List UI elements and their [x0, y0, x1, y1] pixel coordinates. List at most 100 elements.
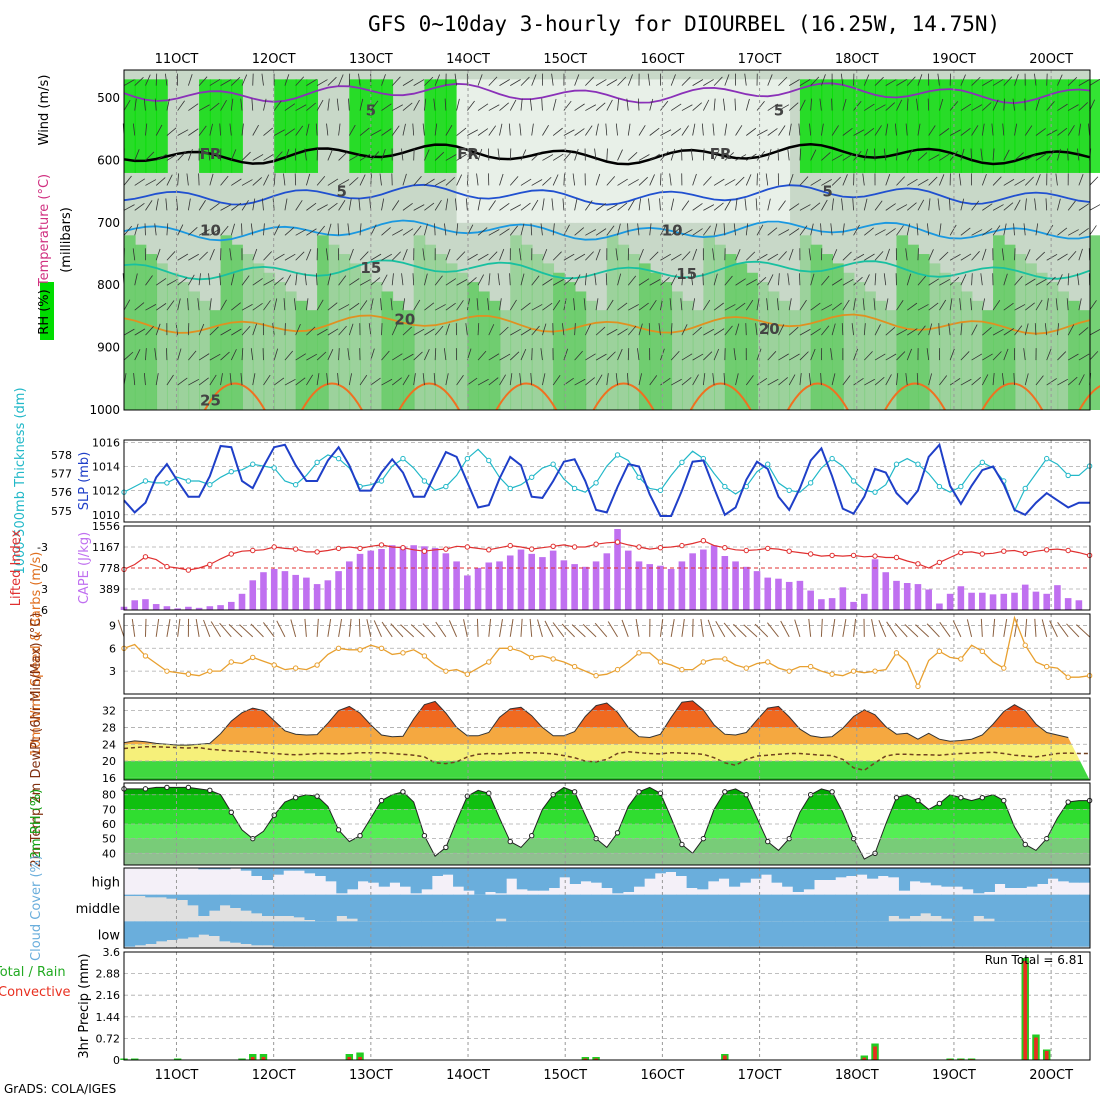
- wind-barb: [842, 251, 852, 261]
- wind-barb: [284, 198, 288, 211]
- cloud-cell: [1026, 868, 1038, 887]
- cloud-frame: [123, 867, 1091, 949]
- wind-barb: [937, 198, 940, 211]
- cloud-cell: [198, 894, 210, 916]
- wind-barb: [241, 223, 243, 236]
- thickness-line-marker: [164, 480, 170, 486]
- precip-tick-label: 0.72: [96, 1032, 121, 1045]
- wind-barb: [949, 276, 960, 286]
- rh-moist-lower: [263, 272, 276, 410]
- wind-barb: [1078, 298, 1082, 311]
- isotherm-line: [123, 82, 1090, 105]
- wind-barb: [735, 373, 739, 386]
- wind-barb: [392, 353, 403, 361]
- cape-bar: [614, 529, 621, 610]
- wind-barb: [434, 123, 438, 136]
- wind-barb: [381, 128, 392, 136]
- wind-barb: [413, 373, 416, 386]
- wind-barb: [788, 326, 799, 336]
- wind-barb: [595, 353, 607, 361]
- rh-dry-patch: [478, 79, 490, 223]
- wind-barb: [971, 251, 980, 261]
- wind-barb: [1035, 128, 1046, 136]
- lifted-index-line-marker: [614, 539, 621, 545]
- wind-barb: [348, 198, 352, 211]
- wind-barb: [851, 323, 854, 336]
- wind-barb: [821, 152, 831, 161]
- wind-barb: [980, 148, 983, 161]
- wind-barb: [853, 150, 862, 161]
- wind-barb: [1089, 204, 1100, 211]
- rh-moist-lower: [381, 291, 394, 410]
- wind-barb: [445, 154, 457, 161]
- cape-bar: [646, 564, 654, 610]
- wind-barb: [1035, 153, 1047, 161]
- wind-barb: [745, 323, 747, 336]
- cloud-cell: [1015, 921, 1027, 947]
- cloud-cell: [378, 921, 390, 947]
- wind-barb: [992, 176, 1002, 186]
- wind-barb: [219, 123, 221, 136]
- wind-barb: [476, 298, 479, 311]
- wind-barb: [670, 350, 680, 361]
- lifted-axis-label: Lifted Index: [9, 529, 24, 606]
- wind-barb: [928, 176, 938, 186]
- rh-moist-lower: [445, 263, 458, 410]
- wind10-barb: [463, 619, 468, 637]
- wind-barb: [724, 152, 734, 161]
- wind-barb: [958, 173, 962, 186]
- wind-barb: [1046, 101, 1055, 111]
- cloud-cell: [697, 868, 709, 890]
- wind10-speed-line-marker: [400, 650, 406, 656]
- wind-barb: [177, 298, 181, 311]
- wind-barb: [456, 127, 467, 136]
- isotherm-25-bump: [592, 382, 655, 411]
- rh-moist-lower: [638, 263, 651, 410]
- wind-barb: [424, 302, 435, 311]
- rh-line-marker: [400, 789, 406, 795]
- wind-barb: [948, 323, 951, 336]
- wind10-barb: [520, 618, 523, 637]
- wind-barb: [231, 202, 242, 211]
- cloud-cell: [750, 868, 762, 879]
- isotherm-25-bump: [398, 382, 461, 411]
- lifted-index-line-marker: [357, 545, 363, 552]
- wind-barb: [154, 348, 157, 361]
- lifted-index-line-marker: [529, 546, 535, 552]
- cloud-cell: [538, 868, 550, 891]
- lifted-index-line: [123, 540, 1090, 571]
- thickness-line-marker: [614, 452, 621, 458]
- cloud-cell: [1047, 921, 1059, 947]
- wind-barb: [497, 273, 500, 286]
- cape-bar: [1075, 600, 1083, 610]
- lifted-index-line-marker: [743, 547, 749, 554]
- wind10-barb: [410, 624, 425, 638]
- cloud-cell: [516, 894, 528, 922]
- wind-barb: [1057, 74, 1063, 86]
- wind-barb: [198, 104, 210, 111]
- lifted-index-line-marker: [421, 548, 428, 554]
- wind-barb: [284, 227, 295, 236]
- wind-barb: [585, 377, 595, 386]
- wind-barb: [831, 154, 843, 161]
- thickness-tick-label: 575: [51, 505, 72, 518]
- cloud-cell: [283, 921, 295, 947]
- wind-barb: [467, 100, 475, 111]
- cloud-cell: [1047, 894, 1059, 922]
- wind10-tick-label: 6: [109, 642, 116, 655]
- lifted-index-line-marker: [164, 563, 170, 570]
- wind-barb: [306, 202, 317, 211]
- wind-barb: [445, 323, 450, 336]
- wind-barb: [488, 200, 496, 211]
- cloud-cell: [739, 921, 751, 947]
- cloud-cell: [293, 894, 305, 918]
- wind-barb: [712, 123, 715, 136]
- wind10-speed-line-marker: [142, 653, 149, 659]
- wind-barb: [670, 74, 676, 86]
- wind-barb: [327, 349, 334, 361]
- wind-barb: [370, 151, 380, 161]
- wind-barb: [1024, 323, 1029, 336]
- wind-barb: [939, 251, 949, 261]
- wind-barb: [1035, 223, 1039, 236]
- rh-moist-lower: [789, 310, 801, 410]
